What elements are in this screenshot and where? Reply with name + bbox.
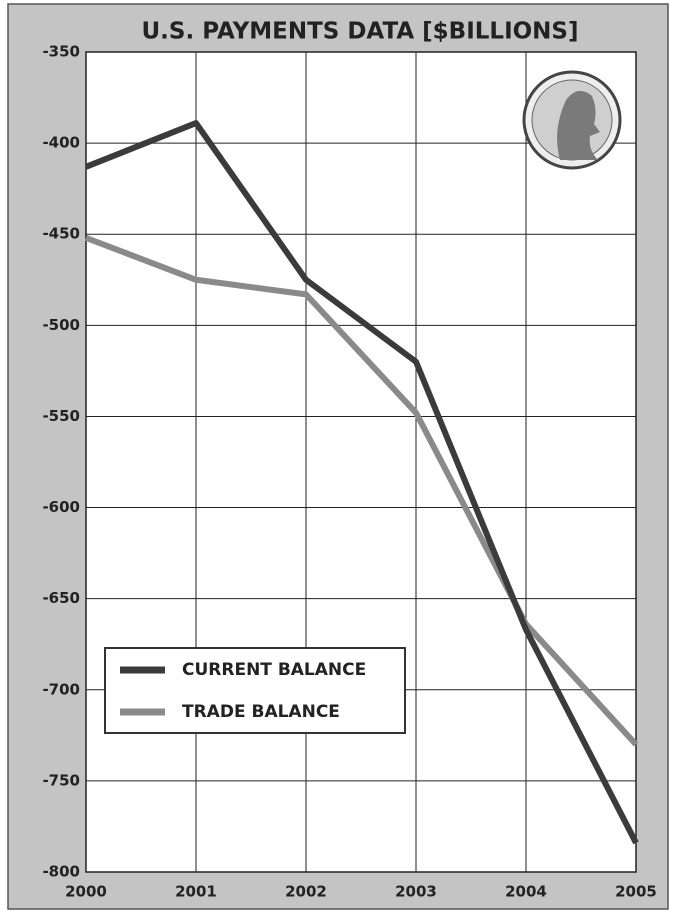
chart: U.S. PAYMENTS DATA [$BILLIONS] CURRENT B… (0, 0, 676, 913)
x-tick-label: 2004 (505, 883, 547, 901)
y-tick-label: -400 (42, 134, 80, 152)
x-tick-label: 2003 (395, 883, 437, 901)
plot-area (86, 52, 636, 872)
legend-label: CURRENT BALANCE (182, 660, 366, 680)
x-tick-label: 2005 (615, 883, 657, 901)
x-tick-label: 2000 (65, 883, 107, 901)
y-tick-label: -500 (42, 316, 80, 334)
y-tick-label: -700 (42, 680, 80, 698)
y-tick-label: -550 (42, 407, 80, 425)
y-tick-label: -750 (42, 771, 80, 789)
medallion (524, 72, 620, 168)
y-tick-label: -450 (42, 225, 80, 243)
y-tick-label: -600 (42, 498, 80, 516)
y-tick-label: -650 (42, 589, 80, 607)
x-tick-label: 2001 (175, 883, 217, 901)
chart-title: U.S. PAYMENTS DATA [$BILLIONS] (142, 19, 579, 45)
legend-label: TRADE BALANCE (182, 702, 340, 722)
legend: CURRENT BALANCE TRADE BALANCE (105, 648, 405, 733)
y-tick-label: -350 (42, 43, 80, 61)
x-tick-label: 2002 (285, 883, 327, 901)
y-tick-label: -800 (42, 863, 80, 881)
